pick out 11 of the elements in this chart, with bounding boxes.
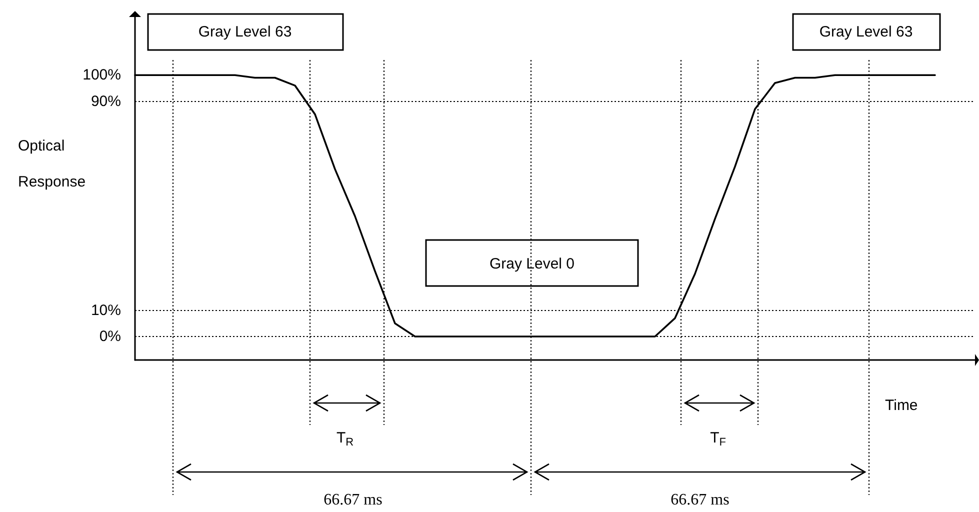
text: 66.67 ms xyxy=(324,492,382,508)
annotation: Gray Level 0 xyxy=(489,256,575,272)
y-tick-label: 90% xyxy=(90,92,121,110)
text: 66.67 ms xyxy=(670,492,730,508)
x-axis-title: Time xyxy=(885,397,918,414)
y-tick-label: 0% xyxy=(99,328,121,345)
text: Optical Response xyxy=(18,138,86,190)
y-tick-label: 100% xyxy=(82,66,121,84)
annotation: Gray Level 63 xyxy=(819,24,913,40)
annotation: Gray Level 63 xyxy=(198,24,292,40)
y-tick-label: 10% xyxy=(90,302,121,319)
